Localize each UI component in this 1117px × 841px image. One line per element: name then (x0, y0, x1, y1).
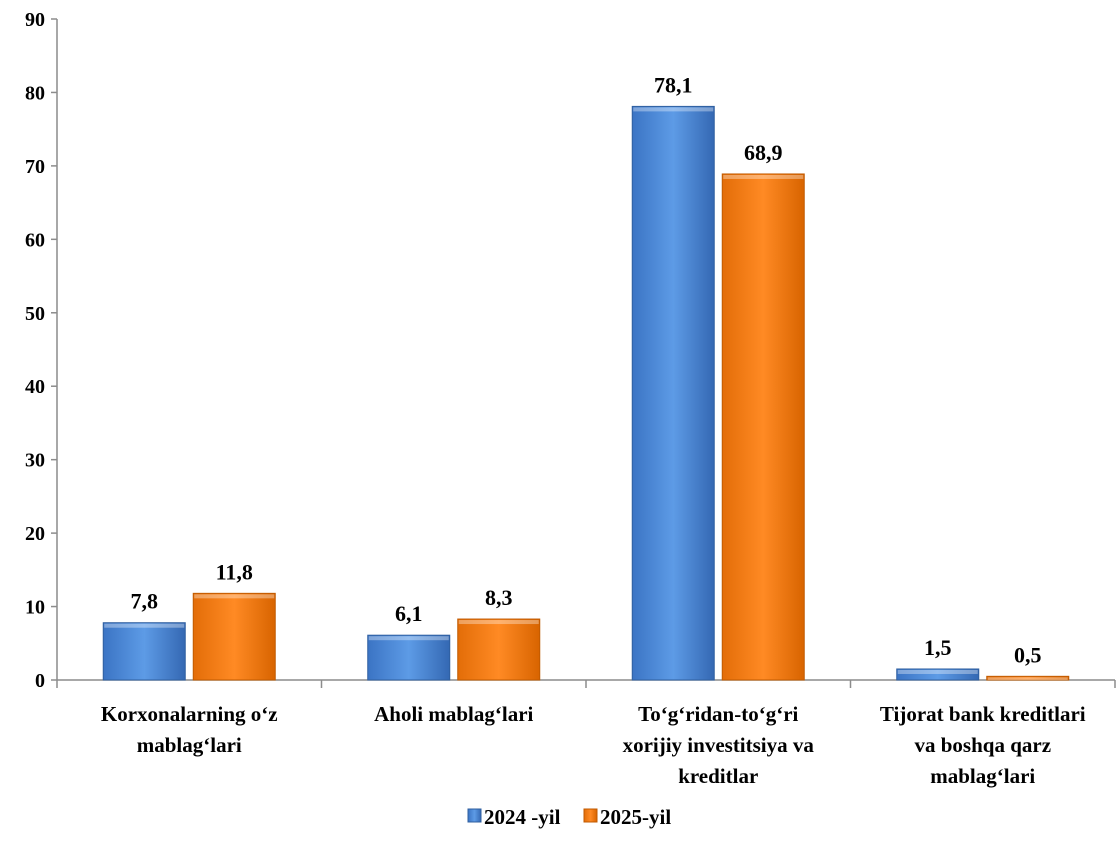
x-category-label: To‘g‘ridan-to‘g‘ri (638, 702, 798, 726)
bars: 7,8 11,8 6,1 8,3 78,1 68,9 1,5 0,5 (102, 72, 1070, 681)
data-label: 68,9 (744, 140, 783, 165)
category-labels: Korxonalarning o‘z mablag‘lari Aholi mabla… (101, 702, 1086, 788)
data-label: 78,1 (654, 72, 693, 97)
bar-highlight (104, 623, 185, 628)
x-category-label: Korxonalarning o‘z (101, 702, 278, 726)
legend-swatch-2024 (467, 808, 482, 823)
data-label: 7,8 (131, 589, 159, 614)
data-label: 6,1 (395, 601, 423, 626)
data-label: 0,5 (1014, 642, 1042, 667)
bar-highlight (458, 620, 539, 625)
bar-2024-cat-3 (896, 668, 980, 681)
bar-highlight (194, 594, 275, 599)
bar-highlight (987, 677, 1068, 680)
bar-2024-cat-0 (102, 622, 186, 681)
data-label: 11,8 (216, 559, 253, 584)
y-tick-label: 50 (25, 303, 45, 325)
x-category-label: Tijorat bank kreditlari (880, 702, 1086, 726)
y-tick-label: 80 (25, 82, 45, 104)
y-tick-label: 10 (25, 597, 45, 619)
legend-label-2024: 2024 -yil (484, 805, 561, 829)
bar-highlight (368, 636, 449, 641)
bar-highlight (633, 107, 714, 112)
axes: 0 10 20 30 40 50 60 70 80 90 (25, 9, 1116, 692)
y-tick-label: 30 (25, 450, 45, 472)
x-category-label: Aholi mablag‘lari (374, 702, 533, 726)
y-tick-label: 60 (25, 229, 45, 251)
bar-2024-cat-1 (367, 634, 451, 681)
x-category-label: kreditlar (678, 764, 758, 788)
legend-label-2025: 2025-yil (600, 805, 671, 829)
legend: 2024 -yil 2025-yil (467, 805, 671, 829)
bar-highlight (723, 174, 804, 179)
bar-2025-cat-1 (457, 618, 541, 681)
bar-2025-cat-2 (721, 173, 805, 681)
legend-swatch-2025 (583, 808, 598, 823)
bar-highlight (897, 669, 978, 674)
x-category-label: mablag‘lari (930, 764, 1035, 788)
y-tick-label: 0 (35, 670, 45, 692)
bar-2025-cat-0 (192, 592, 276, 681)
y-tick-label: 90 (25, 9, 45, 31)
data-label: 1,5 (924, 635, 952, 660)
bar-2024-cat-2 (631, 105, 715, 681)
x-category-label: mablag‘lari (137, 733, 242, 757)
data-label: 8,3 (485, 585, 513, 610)
bar-2025-cat-3 (986, 675, 1070, 681)
x-category-label: va boshqa qarz (914, 733, 1051, 757)
x-category-label: xorijiy investitsiya va (623, 733, 815, 757)
y-tick-label: 40 (25, 376, 45, 398)
y-tick-label: 20 (25, 523, 45, 545)
y-tick-label: 70 (25, 156, 45, 178)
